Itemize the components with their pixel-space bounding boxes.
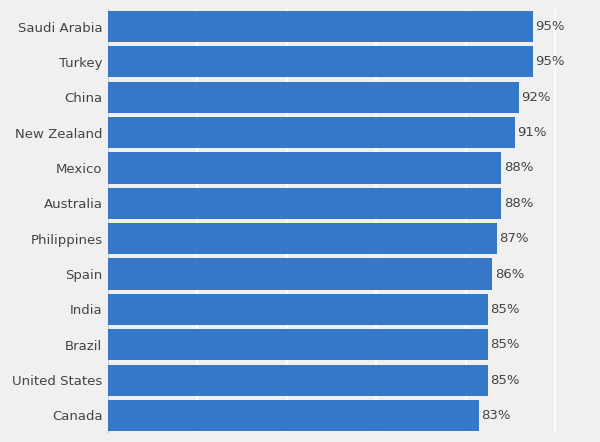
Bar [108,294,488,325]
Text: 87%: 87% [499,232,529,245]
Bar [108,188,502,219]
Bar [108,259,493,290]
Bar [108,11,533,42]
Text: 85%: 85% [490,303,520,316]
Text: 86%: 86% [495,267,524,281]
Bar [108,82,519,113]
Bar [108,365,488,396]
Bar [108,329,488,360]
Text: 88%: 88% [503,197,533,210]
Text: 91%: 91% [517,126,547,139]
Text: 95%: 95% [535,20,565,33]
Text: 92%: 92% [521,91,551,104]
Text: 85%: 85% [490,338,520,351]
Bar [108,223,497,254]
Text: 88%: 88% [503,161,533,175]
Bar [108,400,479,431]
Text: 95%: 95% [535,55,565,69]
Bar [108,46,533,77]
Text: 85%: 85% [490,373,520,387]
Text: 83%: 83% [481,409,511,422]
Bar [108,117,515,148]
Bar [108,152,502,183]
